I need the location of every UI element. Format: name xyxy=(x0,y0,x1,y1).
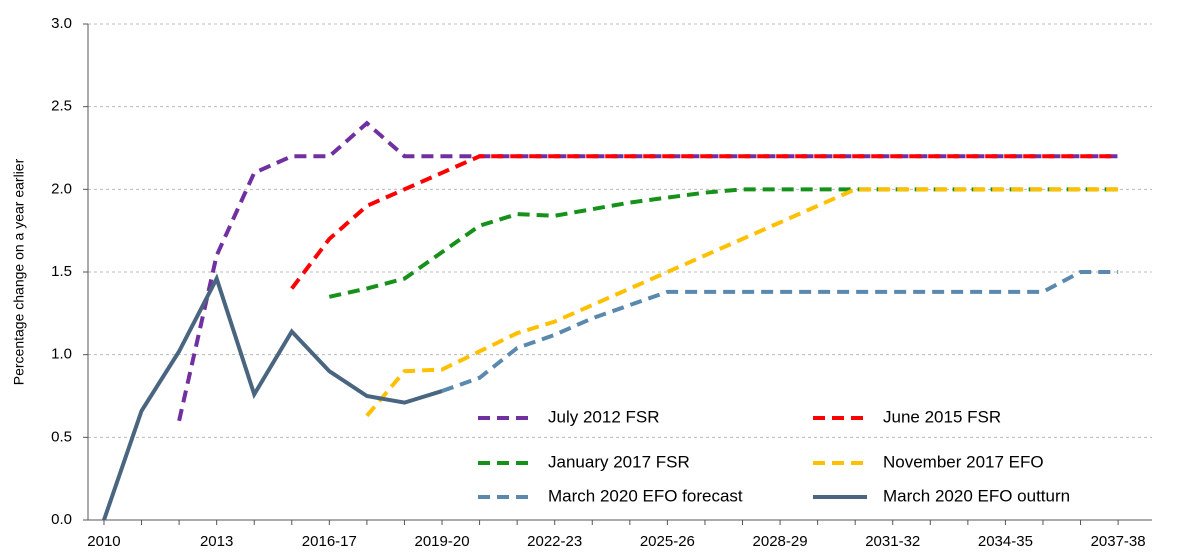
y-tick-label: 1.0 xyxy=(51,346,72,363)
x-tick-label: 2022-23 xyxy=(527,533,582,550)
x-tick-label: 2028-29 xyxy=(753,533,808,550)
series-line xyxy=(328,187,1119,299)
y-tick-label: 3.0 xyxy=(51,15,72,32)
x-tick-label: 2034-35 xyxy=(978,533,1033,550)
y-tick-label: 2.0 xyxy=(51,180,72,197)
series-line xyxy=(102,273,443,521)
y-tick-label: 0.5 xyxy=(51,428,72,445)
series-line xyxy=(177,120,1119,422)
series-line xyxy=(290,154,1119,290)
y-axis-label: Percentage change on a year earlier xyxy=(11,158,27,385)
x-tick-label: 2031-32 xyxy=(865,533,920,550)
x-tick-label: 2037-38 xyxy=(1091,533,1146,550)
x-tick-label: 2025-26 xyxy=(640,533,695,550)
legend-label: July 2012 FSR xyxy=(548,407,660,426)
y-tick-label: 1.5 xyxy=(51,263,72,280)
series-line xyxy=(365,187,1119,418)
legend-label: June 2015 FSR xyxy=(883,407,1001,426)
series-line xyxy=(441,270,1119,393)
x-tick-label: 2016-17 xyxy=(302,533,357,550)
y-tick-label: 2.5 xyxy=(51,98,72,115)
x-tick-label: 2019-20 xyxy=(414,533,469,550)
x-tick-label: 2013 xyxy=(200,533,233,550)
legend-label: November 2017 EFO xyxy=(883,452,1044,471)
legend-label: January 2017 FSR xyxy=(548,452,690,471)
legend-label: March 2020 EFO outturn xyxy=(883,486,1070,505)
x-tick-label: 2010 xyxy=(87,533,120,550)
legend-label: March 2020 EFO forecast xyxy=(548,486,743,505)
y-tick-label: 0.0 xyxy=(51,511,72,528)
